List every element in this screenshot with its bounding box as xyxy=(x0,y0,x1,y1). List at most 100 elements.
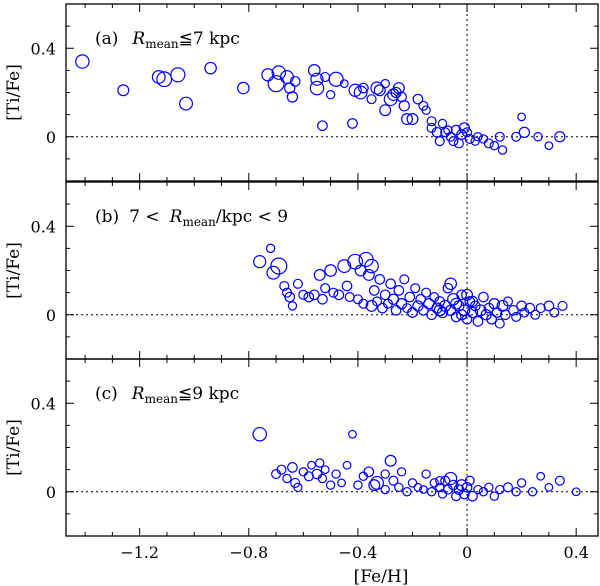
data-point xyxy=(380,78,390,89)
panel-annotation: (a) Rmean≦7 kpc xyxy=(95,29,240,51)
data-point xyxy=(388,475,399,486)
data-point xyxy=(543,300,555,312)
data-point xyxy=(472,316,484,327)
data-point xyxy=(473,484,483,495)
data-point xyxy=(313,268,326,281)
data-point xyxy=(412,93,424,105)
data-point xyxy=(473,132,483,142)
data-point xyxy=(371,296,383,307)
data-point xyxy=(284,291,296,303)
annotation-sub: mean xyxy=(145,37,179,51)
y-axis-label: [Ti/Fe] xyxy=(4,419,24,476)
data-point xyxy=(370,81,384,95)
data-point xyxy=(380,469,390,479)
data-point xyxy=(418,485,428,494)
data-point xyxy=(261,68,275,82)
data-point xyxy=(156,71,173,88)
data-point xyxy=(344,292,355,303)
data-point xyxy=(455,309,468,321)
data-point xyxy=(276,464,287,475)
data-point xyxy=(353,480,363,490)
panel-frame xyxy=(65,358,599,537)
x-tick-label: −1.2 xyxy=(120,543,159,562)
data-point xyxy=(467,490,478,502)
data-point xyxy=(418,304,429,316)
data-point xyxy=(307,460,316,470)
data-point xyxy=(303,291,315,303)
data-point xyxy=(402,487,412,497)
data-point xyxy=(502,296,514,307)
data-point xyxy=(396,467,407,477)
data-point xyxy=(366,94,377,105)
data-point xyxy=(348,429,357,439)
panel-b: 0 0.4 [Ti/Fe] (b) 7 < Rmean/kpc < 9 xyxy=(4,181,599,360)
data-point xyxy=(333,289,345,301)
data-point xyxy=(484,482,494,493)
data-point xyxy=(353,85,368,100)
annotation-rest: /kpc < 9 xyxy=(216,207,288,227)
data-point xyxy=(270,257,288,275)
data-point xyxy=(426,116,437,127)
data-point xyxy=(401,113,414,126)
data-point xyxy=(516,300,527,312)
annotation-sym: R xyxy=(131,29,145,49)
data-point xyxy=(337,478,346,488)
data-point xyxy=(571,487,581,497)
data-point xyxy=(293,482,303,493)
data-point xyxy=(406,113,419,126)
data-point xyxy=(421,105,431,115)
y-tick-label: 0.4 xyxy=(31,394,56,413)
panel-annotation: (b) 7 < Rmean/kpc < 9 xyxy=(95,207,288,229)
data-point xyxy=(341,280,353,292)
data-point xyxy=(393,285,405,296)
annotation-sub: mean xyxy=(145,392,179,406)
data-point xyxy=(511,131,522,142)
data-point xyxy=(462,127,473,138)
y-tick-label: 0.4 xyxy=(31,39,56,58)
annotation-tag: (c) xyxy=(95,384,118,404)
data-point xyxy=(358,82,369,94)
data-point xyxy=(385,278,397,290)
data-point xyxy=(394,482,404,493)
data-point xyxy=(265,243,276,254)
data-point xyxy=(494,318,505,329)
data-point xyxy=(516,478,527,488)
panel-frame xyxy=(65,3,599,182)
data-point xyxy=(328,287,339,298)
data-point xyxy=(456,289,467,301)
data-point xyxy=(524,302,536,314)
data-point xyxy=(549,307,560,318)
data-point xyxy=(325,480,336,490)
data-point xyxy=(429,478,440,488)
data-points xyxy=(253,243,568,329)
data-point xyxy=(554,475,565,486)
data-point xyxy=(320,283,331,294)
data-point xyxy=(530,309,541,320)
data-point xyxy=(527,487,538,497)
data-point xyxy=(413,482,423,492)
annotation-tag: (a) xyxy=(95,29,118,49)
data-point xyxy=(435,475,445,486)
data-point xyxy=(399,274,410,285)
panel-annotation: (c) Rmean≦9 kpc xyxy=(95,384,239,406)
data-point xyxy=(410,283,421,294)
data-point xyxy=(443,125,453,135)
annotation-sub: mean xyxy=(182,215,216,229)
data-point xyxy=(494,131,505,142)
data-point xyxy=(444,471,458,486)
data-point xyxy=(502,482,514,493)
data-point xyxy=(421,287,432,298)
data-point xyxy=(237,81,250,95)
data-point xyxy=(373,84,386,97)
data-point xyxy=(536,471,546,481)
data-point xyxy=(426,487,437,497)
data-point xyxy=(495,484,505,495)
data-point xyxy=(267,75,285,93)
data-point xyxy=(404,291,416,303)
data-point xyxy=(483,138,494,149)
data-point xyxy=(478,291,489,303)
data-point xyxy=(204,61,217,75)
x-axis-label: [Fe/H] xyxy=(354,567,409,586)
data-point xyxy=(461,481,473,493)
